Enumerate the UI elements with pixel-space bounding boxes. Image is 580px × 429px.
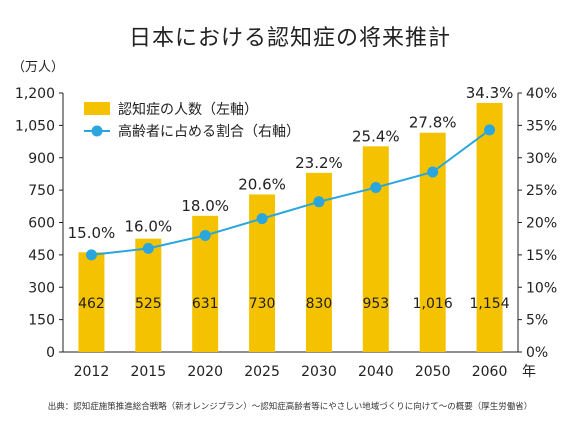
bar-value-label: 1,154 bbox=[470, 296, 510, 312]
y-left-tick-label: 450 bbox=[28, 248, 55, 264]
ratio-value-label: 34.3% bbox=[466, 84, 514, 102]
ratio-value-label: 25.4% bbox=[352, 127, 400, 145]
bar-value-label: 1,016 bbox=[413, 296, 453, 312]
chart-title: 日本における認知症の将来推計 bbox=[128, 26, 451, 51]
ratio-point-2020 bbox=[199, 229, 211, 241]
x-tick-label: 2030 bbox=[301, 364, 337, 380]
legend-line-label: 高齢者に占める割合（右軸） bbox=[118, 123, 300, 140]
ratio-point-2050 bbox=[427, 166, 439, 178]
ratio-line bbox=[91, 129, 491, 256]
x-tick-label: 2060 bbox=[472, 364, 508, 380]
y-right-tick-label: 10% bbox=[526, 280, 557, 296]
x-tick-label: 2020 bbox=[187, 364, 223, 380]
bar-2012 bbox=[78, 252, 105, 352]
bar-2060 bbox=[476, 102, 503, 352]
y-right-tick-label: 30% bbox=[526, 151, 557, 167]
bar-2015 bbox=[135, 238, 162, 352]
ratio-value-label: 20.6% bbox=[238, 175, 286, 193]
bar-value-label: 953 bbox=[362, 296, 389, 312]
y-left-tick-label: 900 bbox=[28, 151, 55, 167]
y-axis-unit: （万人） bbox=[12, 60, 65, 75]
ratio-value-label: 16.0% bbox=[124, 217, 172, 235]
x-axis-unit: 年 bbox=[522, 364, 536, 380]
ratio-point-2012 bbox=[85, 249, 97, 261]
y-right-tick-label: 35% bbox=[526, 118, 557, 134]
x-tick-label: 2025 bbox=[244, 364, 280, 380]
ratio-point-2030 bbox=[313, 196, 325, 208]
bar-2040 bbox=[362, 146, 389, 352]
y-left-tick-label: 1,200 bbox=[15, 86, 55, 102]
source-note: 出典：認知症施策推進総合戦略（新オレンジプラン）～認知症高齢者等にやさしい地域づ… bbox=[47, 402, 533, 412]
bar-value-label: 830 bbox=[306, 296, 333, 312]
x-tick-label: 2040 bbox=[358, 364, 394, 380]
bar-value-label: 730 bbox=[249, 296, 276, 312]
y-right-tick-label: 25% bbox=[526, 183, 557, 199]
x-tick-label: 2050 bbox=[415, 364, 451, 380]
ratio-point-2015 bbox=[142, 242, 154, 254]
y-right-tick-label: 0% bbox=[526, 345, 548, 361]
bar-value-label: 631 bbox=[192, 296, 219, 312]
x-tick-label: 2012 bbox=[74, 364, 110, 380]
y-right-tick-label: 40% bbox=[526, 86, 557, 102]
ratio-value-label: 23.2% bbox=[295, 154, 343, 172]
y-right-tick-label: 20% bbox=[526, 216, 557, 232]
x-tick-label: 2015 bbox=[130, 364, 166, 380]
ratio-point-2025 bbox=[256, 213, 268, 225]
y-left-tick-label: 300 bbox=[28, 280, 55, 296]
y-left-tick-label: 1,050 bbox=[15, 118, 55, 134]
legend-line-marker bbox=[91, 125, 103, 137]
y-left-tick-label: 150 bbox=[28, 313, 55, 329]
y-left-tick-label: 0 bbox=[46, 345, 55, 361]
y-left-tick-label: 600 bbox=[28, 216, 55, 232]
legend-bar-label: 認知症の人数（左軸） bbox=[118, 101, 258, 118]
ratio-value-label: 27.8% bbox=[409, 114, 457, 132]
ratio-point-2040 bbox=[370, 182, 382, 194]
y-right-tick-label: 5% bbox=[526, 313, 548, 329]
bar-value-label: 462 bbox=[78, 296, 105, 312]
y-right-tick-label: 15% bbox=[526, 248, 557, 264]
legend-bar-swatch bbox=[84, 102, 110, 115]
ratio-point-2060 bbox=[484, 124, 496, 136]
bar-value-label: 525 bbox=[135, 296, 162, 312]
ratio-value-label: 18.0% bbox=[181, 197, 229, 215]
ratio-value-label: 15.0% bbox=[68, 224, 116, 242]
y-left-tick-label: 750 bbox=[28, 183, 55, 199]
